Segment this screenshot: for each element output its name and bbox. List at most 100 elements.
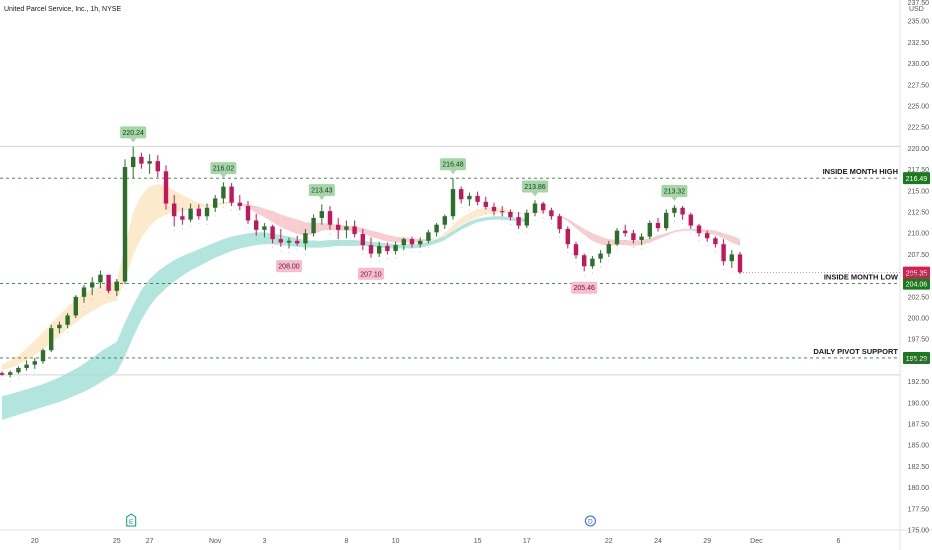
candle-body <box>434 224 439 233</box>
x-tick-label: 6 <box>836 538 840 545</box>
level-badge <box>903 351 930 364</box>
candle-body <box>237 202 242 207</box>
y-tick-label: 185.00 <box>908 443 930 450</box>
candle-body <box>680 207 685 215</box>
candle-body <box>426 232 431 241</box>
candle-marker <box>493 218 495 220</box>
y-tick-label: 202.50 <box>908 294 930 301</box>
candle-marker <box>698 240 700 242</box>
candle-marker <box>17 377 19 379</box>
candle-marker <box>370 261 372 263</box>
ema-ribbon-segment <box>453 217 462 231</box>
candle-body <box>491 206 497 212</box>
candle-marker <box>345 241 347 243</box>
y-tick-label: 177.50 <box>908 506 930 513</box>
y-tick-label: 227.50 <box>908 82 930 89</box>
y-tick-label: 235.00 <box>908 19 930 26</box>
y-tick-label: 190.00 <box>908 400 930 407</box>
candle-body <box>401 239 406 246</box>
candle-body <box>729 254 734 262</box>
candle-body <box>229 186 234 203</box>
candle-body <box>393 245 398 252</box>
candle-marker <box>75 321 77 323</box>
candle-marker <box>354 240 356 242</box>
level-badge <box>903 277 930 290</box>
x-tick-label: Dec <box>750 538 763 545</box>
candle-marker <box>477 208 479 210</box>
currency-label: USD <box>909 6 924 13</box>
candle-body <box>16 368 21 373</box>
ema-ribbon-segment <box>272 211 281 228</box>
candle-body <box>73 296 78 316</box>
candle-marker <box>534 219 536 221</box>
candle-marker <box>181 228 183 230</box>
candle-marker <box>673 220 675 222</box>
candle-marker <box>427 246 429 248</box>
candle-body <box>655 223 661 229</box>
candle-marker <box>67 331 69 333</box>
candle-body <box>557 216 562 229</box>
y-tick-label: 212.50 <box>908 210 930 217</box>
candle-marker <box>108 296 110 298</box>
ema-ribbon-segment <box>625 239 634 246</box>
swing-high-label-pointer <box>671 197 678 202</box>
candle-body <box>573 244 579 256</box>
ema-ribbon-segment <box>133 195 142 255</box>
swing-high-label: 213.43 <box>311 188 333 195</box>
candle-body <box>319 211 324 218</box>
candle-body <box>188 208 193 220</box>
candle-marker <box>714 251 716 253</box>
candle-marker <box>165 212 167 214</box>
candle-body <box>270 226 275 240</box>
candle-body <box>532 203 538 213</box>
candle-marker <box>386 257 388 259</box>
candle-marker <box>1 379 3 381</box>
x-tick-label: 29 <box>703 538 711 545</box>
candle-marker <box>567 251 569 253</box>
candle-marker <box>739 277 741 279</box>
ema-ribbon-segment <box>321 223 330 231</box>
ema-ribbon-segment <box>280 214 289 231</box>
ema-ribbon-segment <box>731 235 740 246</box>
candle-marker <box>255 239 257 241</box>
candle-marker <box>280 250 282 252</box>
candle-body <box>409 239 415 245</box>
level-badge-text: 204.06 <box>906 282 928 289</box>
y-tick-label: 207.50 <box>908 252 930 259</box>
candle-marker <box>723 268 725 270</box>
candle-marker <box>657 235 659 237</box>
candle-body <box>8 372 13 375</box>
ema-ribbon-segment <box>362 228 371 237</box>
candle-marker <box>239 213 241 215</box>
swing-high-label-box <box>522 180 548 193</box>
candle-marker <box>395 257 397 259</box>
candle-marker <box>731 271 733 273</box>
candle-body <box>155 161 160 172</box>
swing-high-label-box <box>661 185 688 198</box>
candle-marker <box>649 242 651 244</box>
candle-marker <box>263 240 265 242</box>
candle-body <box>90 282 95 288</box>
ema-ribbon-segment <box>584 228 593 241</box>
swing-low-label-box <box>358 267 384 280</box>
y-tick-label: 220.00 <box>908 146 930 153</box>
swing-high-label-box <box>120 126 147 139</box>
candle-marker <box>550 223 552 225</box>
y-tick-label: 180.00 <box>908 485 930 492</box>
candle-marker <box>190 225 192 227</box>
candle-body <box>377 245 382 254</box>
ema-ribbon-segment <box>592 233 601 245</box>
ema-ribbon-segment <box>469 209 478 221</box>
swing-high-label: 213.32 <box>664 189 686 196</box>
ema-ribbon-segment <box>264 208 273 223</box>
ema-ribbon-segment <box>92 285 101 312</box>
candle-marker <box>624 240 626 242</box>
candle-body <box>24 364 29 369</box>
ema-ribbon-segment <box>682 228 691 231</box>
candle-marker <box>304 253 306 255</box>
y-tick-label: 175.00 <box>908 528 930 535</box>
candle-marker <box>559 236 561 238</box>
ema-ribbon-segment <box>2 360 11 371</box>
